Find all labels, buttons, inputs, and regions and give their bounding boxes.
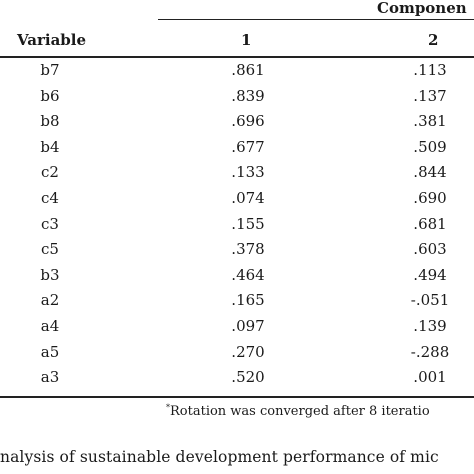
component-1-cell: .464	[231, 265, 265, 284]
component-1-cell: .097	[231, 316, 265, 335]
component-2-cell: .844	[413, 163, 447, 182]
table-row: b8 .696 .381	[0, 109, 474, 135]
variable-cell: c5	[41, 240, 59, 259]
table-row: c4 .074 .690	[0, 186, 474, 212]
component-2-cell: .139	[413, 316, 447, 335]
component-1-cell: .861	[231, 61, 265, 79]
footnote-text: Rotation was converged after 8 iteratio	[170, 404, 430, 419]
component-1-cell: .696	[231, 112, 265, 131]
variable-cell: b3	[40, 265, 60, 284]
component-2-cell: .381	[413, 112, 447, 131]
header-rule	[0, 56, 474, 58]
variable-cell: a2	[40, 291, 60, 310]
component-2-cell: -.288	[410, 342, 450, 361]
component-header: Componen	[377, 0, 467, 17]
component-1-header: 1	[241, 31, 252, 49]
component-1-cell: .520	[231, 368, 265, 387]
variable-cell: b4	[40, 137, 60, 156]
component-2-cell: .603	[413, 240, 447, 259]
table-row: b6 .839 .137	[0, 84, 474, 110]
component-1-cell: .677	[231, 137, 265, 156]
variable-cell: a5	[40, 342, 60, 361]
component-1-cell: .155	[231, 214, 265, 233]
component-underline	[158, 19, 474, 20]
table-row: c3 .155 .681	[0, 212, 474, 238]
component-1-cell: .270	[231, 342, 265, 361]
table-row: a4 .097 .139	[0, 314, 474, 340]
table-row: a5 .270 -.288	[0, 340, 474, 366]
figure-caption: nalysis of sustainable development perfo…	[0, 448, 439, 466]
component-2-cell: .137	[413, 86, 447, 105]
variable-cell: b8	[40, 112, 60, 131]
variable-cell: c2	[41, 163, 59, 182]
variable-column-header: Variable	[17, 31, 87, 49]
component-2-cell: .509	[413, 137, 447, 156]
table-row: c2 .133 .844	[0, 160, 474, 186]
footnote-mark: *	[166, 403, 170, 412]
variable-cell: a3	[40, 368, 60, 387]
component-1-cell: .133	[231, 163, 265, 182]
table-row: a3 .520 .001	[0, 365, 474, 391]
variable-cell: a4	[40, 316, 60, 335]
component-2-cell: .113	[413, 61, 447, 79]
component-1-cell: .378	[231, 240, 265, 259]
component-2-cell: -.051	[410, 291, 450, 310]
table-row: b3 .464 .494	[0, 263, 474, 289]
variable-cell: b7	[40, 61, 60, 79]
component-2-cell: .690	[413, 188, 447, 207]
table-row: c5 .378 .603	[0, 237, 474, 263]
component-1-cell: .165	[231, 291, 265, 310]
table-row: b4 .677 .509	[0, 135, 474, 161]
footnote: *Rotation was converged after 8 iteratio	[166, 403, 430, 419]
component-2-cell: .001	[413, 368, 447, 387]
component-2-cell: .681	[413, 214, 447, 233]
bottom-rule	[0, 396, 474, 398]
component-2-cell: .494	[413, 265, 447, 284]
table-body: b7 .861 .113 b6 .839 .137 b8 .696 .381 b4 .677 .509…	[0, 58, 474, 391]
component-1-cell: .074	[231, 188, 265, 207]
variable-cell: b6	[40, 86, 60, 105]
component-1-cell: .839	[231, 86, 265, 105]
variable-cell: c3	[41, 214, 59, 233]
variable-cell: c4	[41, 188, 59, 207]
table-row: b7 .861 .113	[0, 58, 474, 84]
component-2-header: 2	[428, 31, 439, 49]
table-row: a2 .165 -.051	[0, 288, 474, 314]
